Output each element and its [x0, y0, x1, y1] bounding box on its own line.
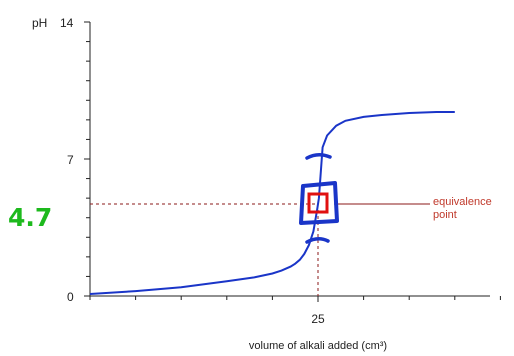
equivalence-label-line1: equivalence [433, 196, 492, 208]
y-tick-label-7: 7 [67, 153, 74, 167]
equivalence-label-line2: point [433, 209, 457, 221]
x-axis-label: volume of alkali added (cm³) [249, 340, 387, 352]
y-axis-label: pH [32, 16, 47, 30]
titration-curve [89, 111, 455, 295]
hand-tick-lower [305, 237, 330, 244]
x-minor-ticks [89, 296, 501, 302]
equivalence-point-marker [307, 192, 329, 214]
hand-tick-upper [305, 153, 332, 160]
hand-box-outer [299, 181, 339, 225]
y-tick-label-0: 0 [67, 290, 74, 304]
y-minor-ticks [84, 21, 90, 297]
handwritten-ph-value: 4.7 [8, 203, 52, 232]
x-tick-label-25: 25 [311, 312, 325, 326]
y-tick-label-14: 14 [60, 16, 74, 30]
